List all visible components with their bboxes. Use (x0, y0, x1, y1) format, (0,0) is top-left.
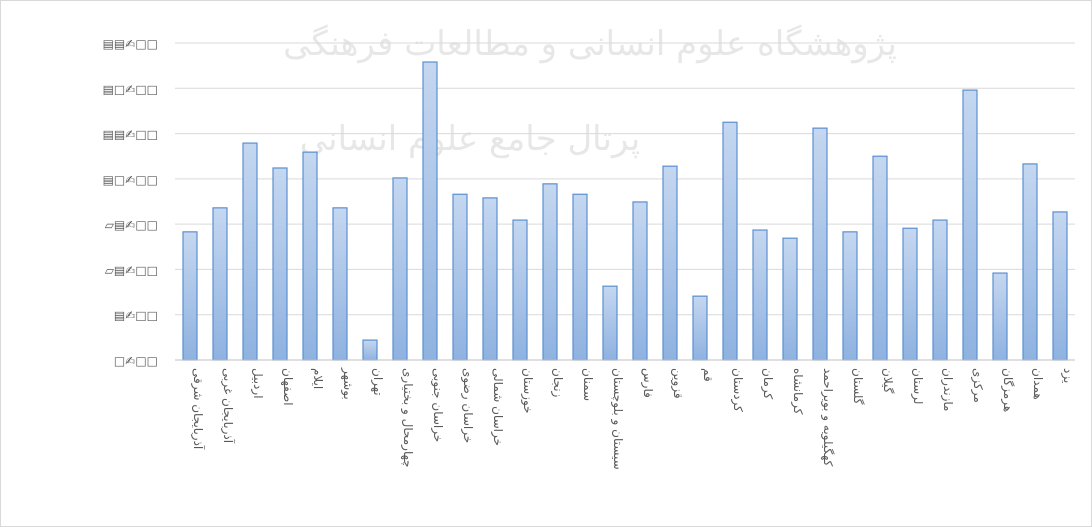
x-tick-label: اصفهان (281, 368, 295, 406)
x-tick-label: خراسان شمالی (490, 368, 505, 446)
x-tick-label: سمنان (581, 368, 595, 401)
x-tick-label: تهران (370, 368, 385, 396)
x-tick-label: کهگیلویه و بویراحمد (820, 368, 835, 467)
x-tick-label: زنجان (550, 368, 565, 398)
bar (242, 142, 258, 361)
bar (302, 151, 318, 361)
bar (722, 121, 738, 361)
bar (752, 229, 768, 361)
x-tick-label: هرمزگان (1000, 368, 1015, 412)
y-tick-label: ▤▤✍□□ (103, 128, 158, 142)
x-tick-label: خراسان جنوبی (430, 368, 445, 442)
y-tick-label: ▱▤✍□□ (105, 263, 158, 277)
x-tick-label: قم (701, 368, 715, 382)
bar (602, 285, 618, 361)
bar (662, 165, 678, 361)
y-tick-label: □✍□□ (114, 354, 158, 368)
bar (1052, 211, 1068, 361)
x-tick-label: فارس (640, 368, 655, 398)
bar (182, 231, 198, 361)
bar (812, 127, 828, 361)
bar (422, 61, 438, 361)
bar (902, 227, 918, 361)
bar (842, 231, 858, 361)
bar (212, 207, 228, 361)
bar (572, 193, 588, 361)
x-tick-label: مازندران (940, 368, 955, 411)
y-tick-label: ▤□✍□□ (103, 82, 158, 96)
y-tick-label: ▱▤✍□□ (105, 218, 158, 232)
bar (512, 219, 528, 361)
x-tick-label: سیستان و بلوچستان (610, 368, 625, 470)
y-tick-label: ▤□✍□□ (103, 173, 158, 187)
bar (632, 201, 648, 361)
x-tick-label: چهارمحال و بختیاری (400, 368, 415, 468)
bar (542, 183, 558, 361)
x-tick-label: یزد (1060, 368, 1075, 383)
x-tick-label: خراسان رضوی (460, 368, 475, 443)
watermark: پرتال جامع علوم انسانی (300, 119, 640, 159)
bar (272, 167, 288, 361)
x-tick-label: کرمان (760, 368, 775, 400)
x-tick-label: بوشهر (340, 367, 355, 400)
bar (392, 177, 408, 361)
bar (1022, 163, 1038, 361)
x-tick-label: کرمانشاه (790, 368, 805, 415)
bar (482, 197, 498, 361)
x-tick-label: گیلان (881, 368, 895, 394)
bar (872, 155, 888, 361)
y-tick-label: ▤✍□□ (114, 309, 158, 323)
bar (782, 237, 798, 361)
watermark: پژوهشگاه علوم انسانی و مطالعات فرهنگی (283, 24, 897, 64)
bar (962, 89, 978, 361)
x-tick-label: کردستان (730, 368, 745, 412)
x-tick-label: گلستان (851, 368, 865, 405)
bar (452, 193, 468, 361)
x-tick-label: آذربایجان شرقی (190, 368, 206, 450)
bar (332, 207, 348, 361)
y-tick-label: ▤▤✍□□ (103, 37, 158, 51)
bar (692, 295, 708, 361)
bar (362, 339, 378, 361)
x-tick-label: قزوین (670, 368, 685, 399)
x-tick-label: ایلام (311, 368, 325, 389)
x-tick-label: آذربایجان غربی (220, 368, 236, 444)
bar (932, 219, 948, 361)
x-tick-label: مرکزی (970, 368, 985, 403)
x-tick-label: خوزستان (520, 368, 535, 414)
x-tick-label: اردبیل (250, 368, 265, 399)
x-tick-label: لرستان (910, 368, 925, 404)
x-tick-label: همدان (1031, 368, 1045, 400)
bar (992, 272, 1008, 361)
